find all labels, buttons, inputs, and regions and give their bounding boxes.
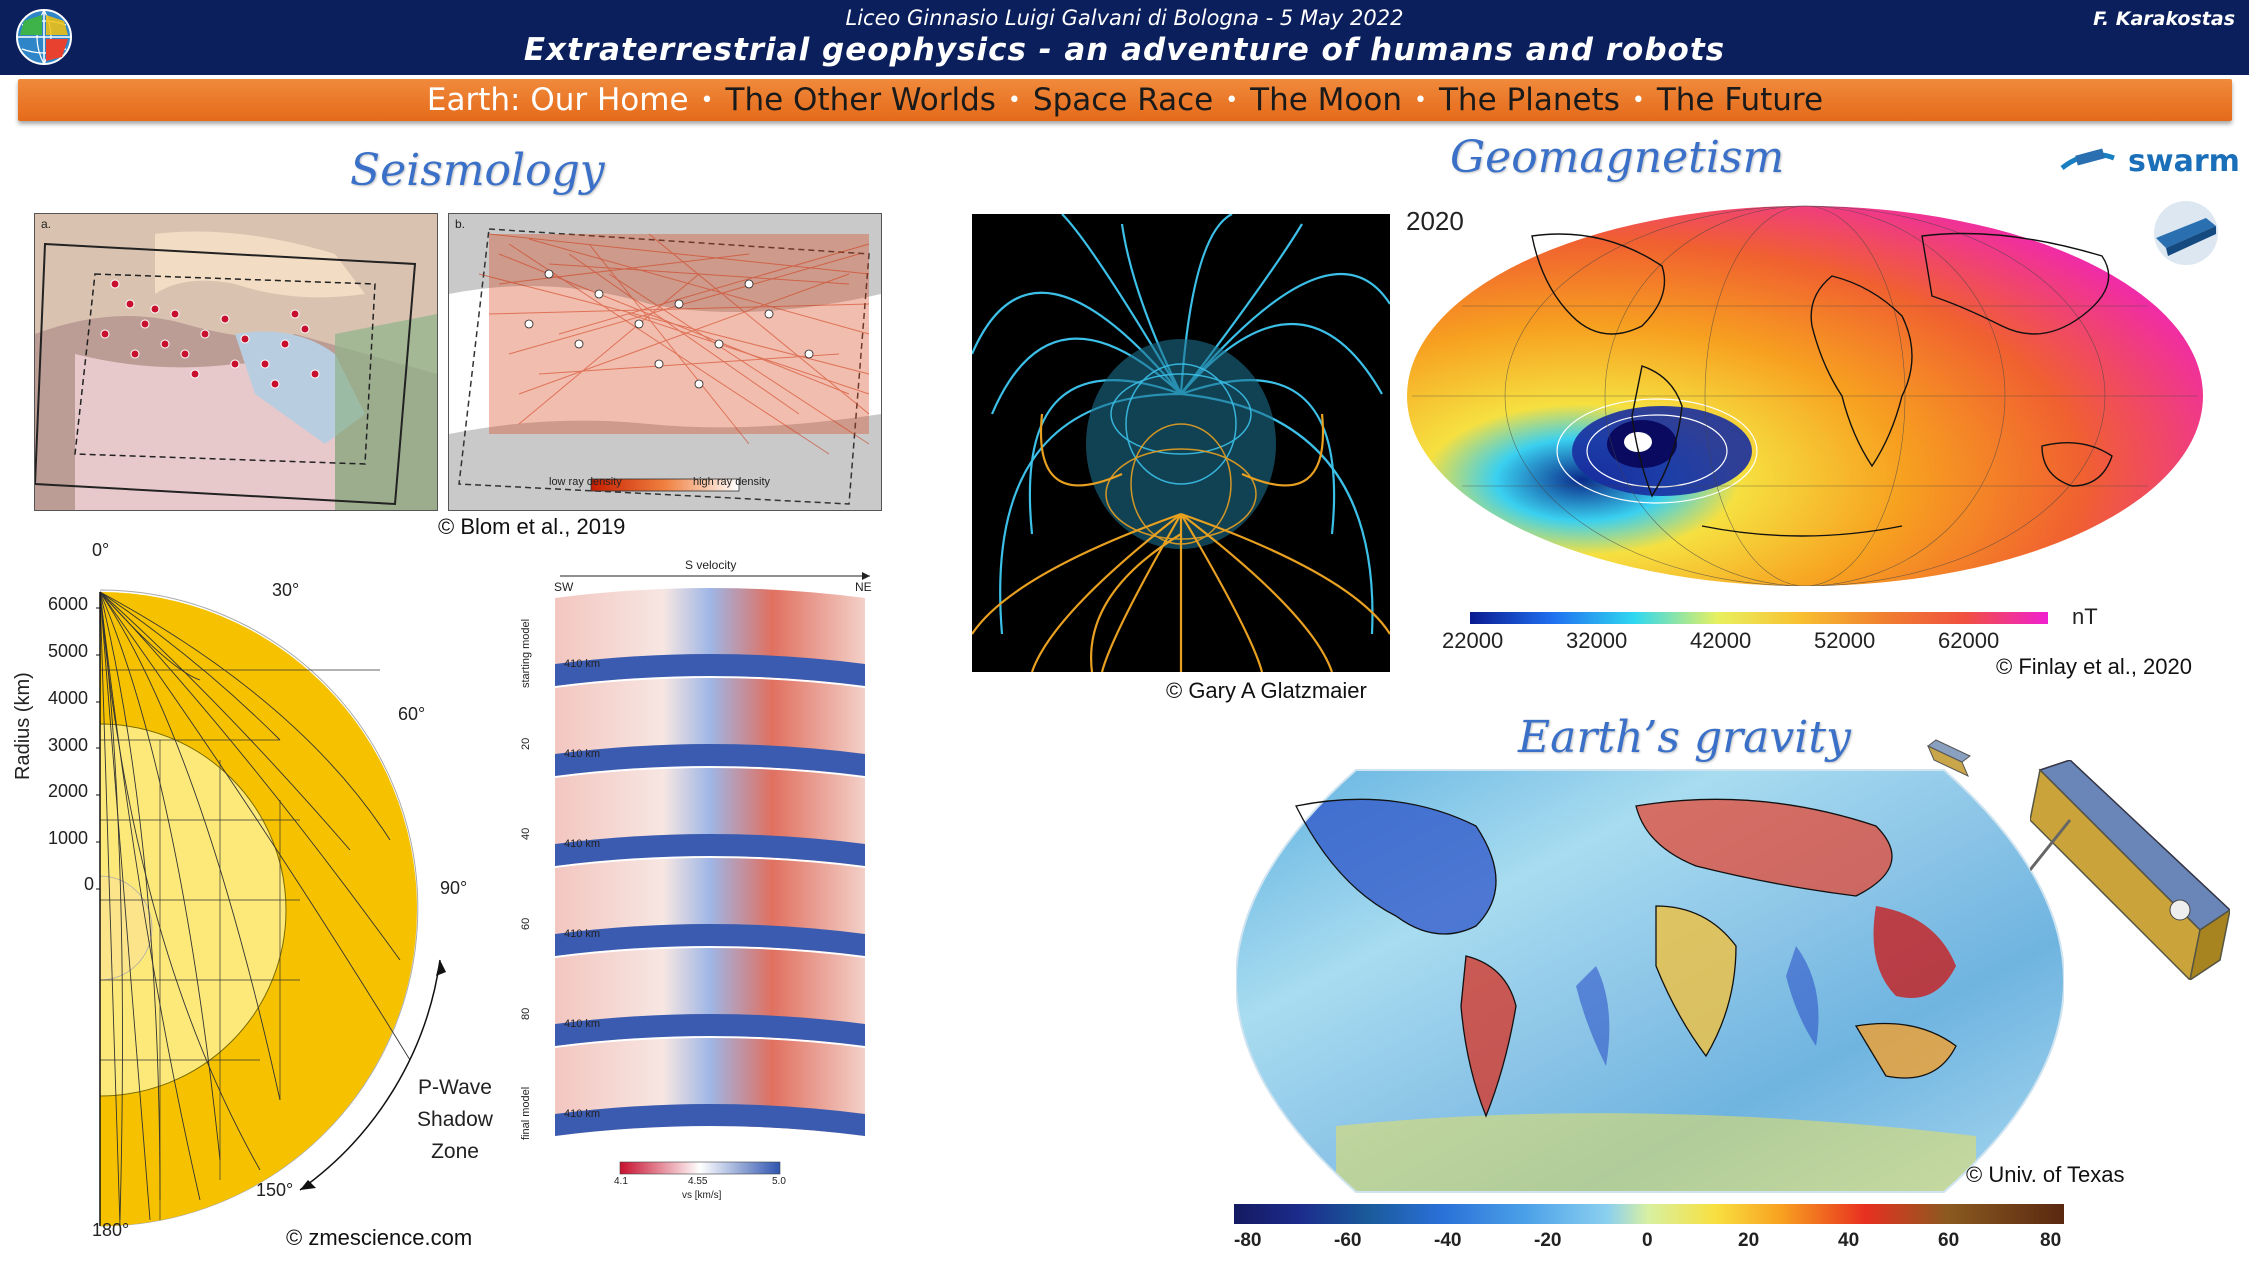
grav-tick-80: 80 xyxy=(2040,1230,2062,1251)
depth-410-label-3: 410 km xyxy=(564,838,601,850)
row-label-60: 60 xyxy=(520,917,532,930)
credit-blom: © Blom et al., 2019 xyxy=(438,514,626,539)
radius-tick-1000: 1000 xyxy=(48,828,89,848)
grav-tick-minus40: -40 xyxy=(1434,1230,1462,1251)
school-globe-logo-icon xyxy=(14,7,74,67)
gravity-title: Earth’s gravity xyxy=(1518,712,1851,763)
credit-zmescience: © zmescience.com xyxy=(286,1225,473,1250)
nav-the-planets[interactable]: The Planets xyxy=(1439,82,1620,118)
depth-410-label-6: 410 km xyxy=(564,1108,601,1120)
grav-tick-20: 20 xyxy=(1738,1230,1760,1251)
p-wave-shadow-diagram: Radius (km) 6000 5000 4000 3000 2000 100… xyxy=(0,540,500,1240)
swarm-text: swarm xyxy=(2128,144,2240,179)
event-subtitle: Liceo Ginnasio Luigi Galvani di Bologna … xyxy=(845,6,1404,30)
low-ray-density-label: low ray density xyxy=(549,476,622,488)
shadow-zone-label: P-Wave Shadow Zone xyxy=(410,1072,500,1168)
row-label-starting: starting model xyxy=(520,618,532,688)
angle-label-0: 0° xyxy=(92,540,110,560)
colorbar-mid: 4.55 xyxy=(688,1176,708,1187)
nav-separator: • xyxy=(1225,87,1239,113)
grav-tick-40: 40 xyxy=(1838,1230,1860,1251)
depth-410-label-4: 410 km xyxy=(564,928,601,940)
colorbar-min: 4.1 xyxy=(614,1176,628,1187)
map-b-label: b. xyxy=(455,217,466,231)
row-label-final: final model xyxy=(520,1086,532,1140)
navigation-bar: Earth: Our Home • The Other Worlds • Spa… xyxy=(18,79,2232,121)
mag-tick-52000: 52000 xyxy=(1814,628,1876,653)
nav-the-other-worlds[interactable]: The Other Worlds xyxy=(725,82,996,118)
row-label-80: 80 xyxy=(520,1007,532,1020)
ray-density-map-b: b. low ray density high ray density xyxy=(448,213,882,511)
radius-tick-2000: 2000 xyxy=(48,781,89,801)
radius-tick-4000: 4000 xyxy=(48,688,89,708)
tectonic-map-a: a. xyxy=(34,213,438,511)
nav-separator: • xyxy=(1414,87,1427,113)
mag-tick-42000: 42000 xyxy=(1690,628,1752,653)
swarm-satellite-3d-icon xyxy=(2146,198,2226,268)
seismology-title: Seismology xyxy=(350,145,605,196)
row-label-20: 20 xyxy=(520,737,532,750)
nav-the-future[interactable]: The Future xyxy=(1656,82,1824,118)
gravity-colorbar-ticks: -80 -60 -40 -20 0 20 40 60 80 xyxy=(1234,1230,2064,1260)
row-label-40: 40 xyxy=(520,827,532,840)
presentation-title: Extraterrestrial geophysics - an adventu… xyxy=(523,32,1726,68)
colorbar-unit: vs [km/s] xyxy=(682,1190,722,1201)
grav-tick-minus20: -20 xyxy=(1534,1230,1562,1251)
small-satellite-icon xyxy=(1922,736,1974,784)
depth-410-label-1: 410 km xyxy=(564,658,601,670)
header-bar: Liceo Ginnasio Luigi Galvani di Bologna … xyxy=(0,0,2249,75)
mag-tick-62000: 62000 xyxy=(1938,628,2000,653)
author-name: F. Karakostas xyxy=(2093,8,2235,30)
radius-tick-6000: 6000 xyxy=(48,594,89,614)
gravity-colorbar xyxy=(1234,1204,2064,1224)
mag-unit: nT xyxy=(2072,604,2098,629)
s-velocity-title: S velocity xyxy=(685,558,737,572)
radius-axis-label: Radius (km) xyxy=(12,672,34,780)
field-intensity-map: 2020 xyxy=(1402,196,2208,586)
credit-finlay: © Finlay et al., 2020 xyxy=(1996,654,2192,679)
grace-satellite-icon xyxy=(2030,760,2230,980)
gravity-anomaly-map xyxy=(1236,766,2064,1196)
nav-separator: • xyxy=(1631,87,1645,113)
credit-univ-texas: © Univ. of Texas xyxy=(1966,1162,2125,1187)
depth-410-label-2: 410 km xyxy=(564,748,601,760)
colorbar-max: 5.0 xyxy=(772,1176,786,1187)
sw-label: SW xyxy=(554,580,574,594)
grav-tick-60: 60 xyxy=(1938,1230,1960,1251)
magnetic-colorbar xyxy=(1470,612,2048,624)
high-ray-density-label: high ray density xyxy=(693,476,771,488)
geomag-year: 2020 xyxy=(1406,206,1464,236)
mag-tick-32000: 32000 xyxy=(1566,628,1628,653)
angle-label-90: 90° xyxy=(440,878,468,898)
shadow-line-1: P-Wave xyxy=(418,1076,492,1099)
radius-tick-3000: 3000 xyxy=(48,735,89,755)
radius-tick-0: 0 xyxy=(84,874,95,894)
mag-tick-22000: 22000 xyxy=(1442,628,1504,653)
shadow-line-3: Zone xyxy=(431,1140,479,1163)
nav-separator: • xyxy=(700,87,714,113)
nav-space-race[interactable]: Space Race xyxy=(1032,82,1214,118)
swarm-satellite-icon xyxy=(2060,148,2115,171)
geomagnetism-title: Geomagnetism xyxy=(1450,132,1785,183)
nav-the-moon[interactable]: The Moon xyxy=(1250,82,1403,118)
shadow-line-2: Shadow xyxy=(417,1108,493,1131)
angle-label-150: 150° xyxy=(256,1180,294,1200)
grav-tick-0: 0 xyxy=(1642,1230,1653,1251)
nav-earth-our-home[interactable]: Earth: Our Home xyxy=(426,82,689,118)
nav-separator: • xyxy=(1007,87,1021,113)
angle-label-180: 180° xyxy=(92,1220,130,1240)
swarm-logo: swarm xyxy=(2058,138,2240,184)
radius-tick-5000: 5000 xyxy=(48,641,89,661)
credit-glatzmaier: © Gary A Glatzmaier xyxy=(1166,678,1367,703)
dynamo-field-lines-image xyxy=(972,214,1390,672)
angle-label-30: 30° xyxy=(272,580,300,600)
depth-410-label-5: 410 km xyxy=(564,1018,601,1030)
angle-label-60: 60° xyxy=(398,704,426,724)
map-a-label: a. xyxy=(41,217,52,231)
s-velocity-sections: S velocity SW NE 410 km 410 km 410 km 41… xyxy=(520,558,880,1218)
grav-tick-minus60: -60 xyxy=(1334,1230,1362,1251)
grav-tick-minus80: -80 xyxy=(1234,1230,1262,1251)
ne-label: NE xyxy=(855,580,872,594)
